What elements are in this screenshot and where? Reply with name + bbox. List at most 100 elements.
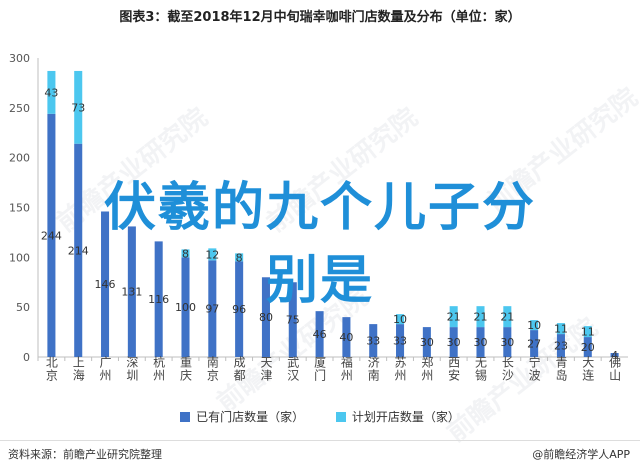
- bar-existing: [47, 113, 56, 358]
- bar-existing: [74, 143, 83, 357]
- bar-existing: [261, 277, 270, 357]
- data-label-existing: 244: [41, 229, 62, 242]
- x-tick-label: 西安: [447, 356, 461, 382]
- bar-existing: [315, 311, 324, 357]
- bar-existing: [369, 324, 378, 357]
- bar-existing: [342, 317, 351, 357]
- y-tick-label: 200: [9, 152, 30, 165]
- chart-title: 图表3：截至2018年12月中旬瑞幸咖啡门店数量及分布（单位：家）: [119, 10, 521, 25]
- x-tick-label: 济南: [366, 355, 380, 382]
- x-tick-label: 天津: [259, 356, 273, 382]
- bar-existing: [127, 226, 136, 357]
- bar-planned: [235, 253, 244, 262]
- data-label-existing: 80: [259, 311, 273, 324]
- x-tick-label: 苏州: [393, 356, 407, 382]
- legend-label-planned: 计划开店数量（家）: [351, 410, 460, 424]
- data-label-planned: 11: [554, 323, 568, 336]
- data-label-existing: 4: [611, 349, 618, 362]
- data-label-existing: 23: [554, 340, 568, 353]
- bar-existing: [610, 353, 619, 357]
- x-tick-label: 无锡: [474, 356, 488, 382]
- footer-divider: [0, 440, 640, 441]
- bar-existing: [530, 330, 539, 357]
- bar-planned: [74, 70, 83, 144]
- data-label-planned: 43: [44, 86, 58, 99]
- data-label-planned: 8: [182, 247, 189, 260]
- legend-swatch-planned: [335, 412, 346, 422]
- bar-planned: [583, 326, 592, 338]
- data-label-existing: 33: [366, 335, 380, 348]
- bar-existing: [503, 327, 512, 357]
- x-tick-label: 佛山: [608, 356, 622, 382]
- bar-existing: [396, 324, 405, 357]
- bar-existing: [181, 257, 190, 357]
- bar-existing: [288, 282, 297, 357]
- data-label-existing: 131: [121, 286, 142, 299]
- data-label-existing: 75: [286, 314, 300, 327]
- data-label-planned: 21: [500, 311, 514, 324]
- data-label-existing: 30: [500, 336, 514, 349]
- x-tick-label: 厦门: [313, 356, 327, 382]
- x-tick-label: 南京: [205, 355, 219, 382]
- x-tick-label: 福州: [339, 355, 353, 382]
- data-label-existing: 214: [68, 244, 89, 257]
- legend-label-existing: 已有门店数量（家）: [196, 410, 305, 424]
- data-label-existing: 33: [393, 335, 407, 348]
- data-label-existing: 146: [95, 278, 116, 291]
- x-tick-label: 杭州: [152, 355, 166, 382]
- data-label-existing: 30: [447, 336, 461, 349]
- bar-existing: [476, 327, 485, 357]
- bar-planned: [47, 70, 56, 114]
- y-tick-label: 100: [9, 251, 30, 264]
- bar-existing: [422, 327, 431, 357]
- x-tick-label: 上海: [71, 356, 85, 382]
- bar-planned: [449, 306, 458, 328]
- data-label-planned: 12: [205, 248, 219, 261]
- y-tick-label: 150: [9, 202, 30, 215]
- x-tick-label: 郑州: [420, 355, 434, 382]
- legend-swatch-existing: [180, 412, 191, 422]
- y-tick-label: 0: [23, 351, 30, 364]
- data-label-planned: 73: [71, 101, 85, 114]
- x-tick-label: 广州: [98, 356, 112, 382]
- brand-credit: @前瞻经济学人APP: [532, 448, 630, 461]
- y-tick-label: 300: [9, 52, 30, 65]
- data-label-planned: 21: [474, 311, 488, 324]
- y-tick-label: 250: [9, 102, 30, 115]
- x-tick-label: 大连: [581, 356, 595, 382]
- bar-planned: [396, 314, 405, 325]
- bar-existing: [556, 334, 565, 357]
- bar-planned: [556, 323, 565, 335]
- bar-planned: [503, 306, 512, 328]
- data-label-existing: 100: [175, 301, 196, 314]
- bar-existing: [449, 327, 458, 357]
- legend: 已有门店数量（家） 计划开店数量（家）: [0, 408, 640, 425]
- bar-existing: [101, 211, 110, 357]
- data-label-planned: 10: [393, 313, 407, 326]
- data-label-existing: 96: [232, 303, 246, 316]
- bar-planned: [208, 248, 217, 261]
- x-tick-label: 长沙: [500, 356, 514, 382]
- data-label-existing: 30: [420, 336, 434, 349]
- bar-existing: [235, 261, 244, 357]
- x-tick-label: 青岛: [554, 356, 568, 382]
- x-tick-label: 武汉: [286, 356, 300, 382]
- x-tick-label: 北京: [44, 356, 58, 382]
- bar-existing: [583, 337, 592, 357]
- x-tick-label: 宁波: [527, 355, 541, 382]
- data-label-existing: 30: [474, 336, 488, 349]
- y-tick-label: 50: [16, 301, 30, 314]
- x-tick-label: 重庆: [179, 356, 193, 382]
- bar-planned: [181, 249, 190, 258]
- data-label-existing: 27: [527, 338, 541, 351]
- data-label-existing: 20: [581, 341, 595, 354]
- data-label-existing: 97: [205, 303, 219, 316]
- legend-item-planned: 计划开店数量（家）: [335, 408, 460, 425]
- data-label-planned: 11: [581, 326, 595, 339]
- data-label-planned: 21: [447, 311, 461, 324]
- data-label-planned: 8: [236, 251, 243, 264]
- data-label-existing: 40: [339, 331, 353, 344]
- legend-item-existing: 已有门店数量（家）: [180, 408, 304, 425]
- x-tick-label: 深圳: [125, 356, 139, 382]
